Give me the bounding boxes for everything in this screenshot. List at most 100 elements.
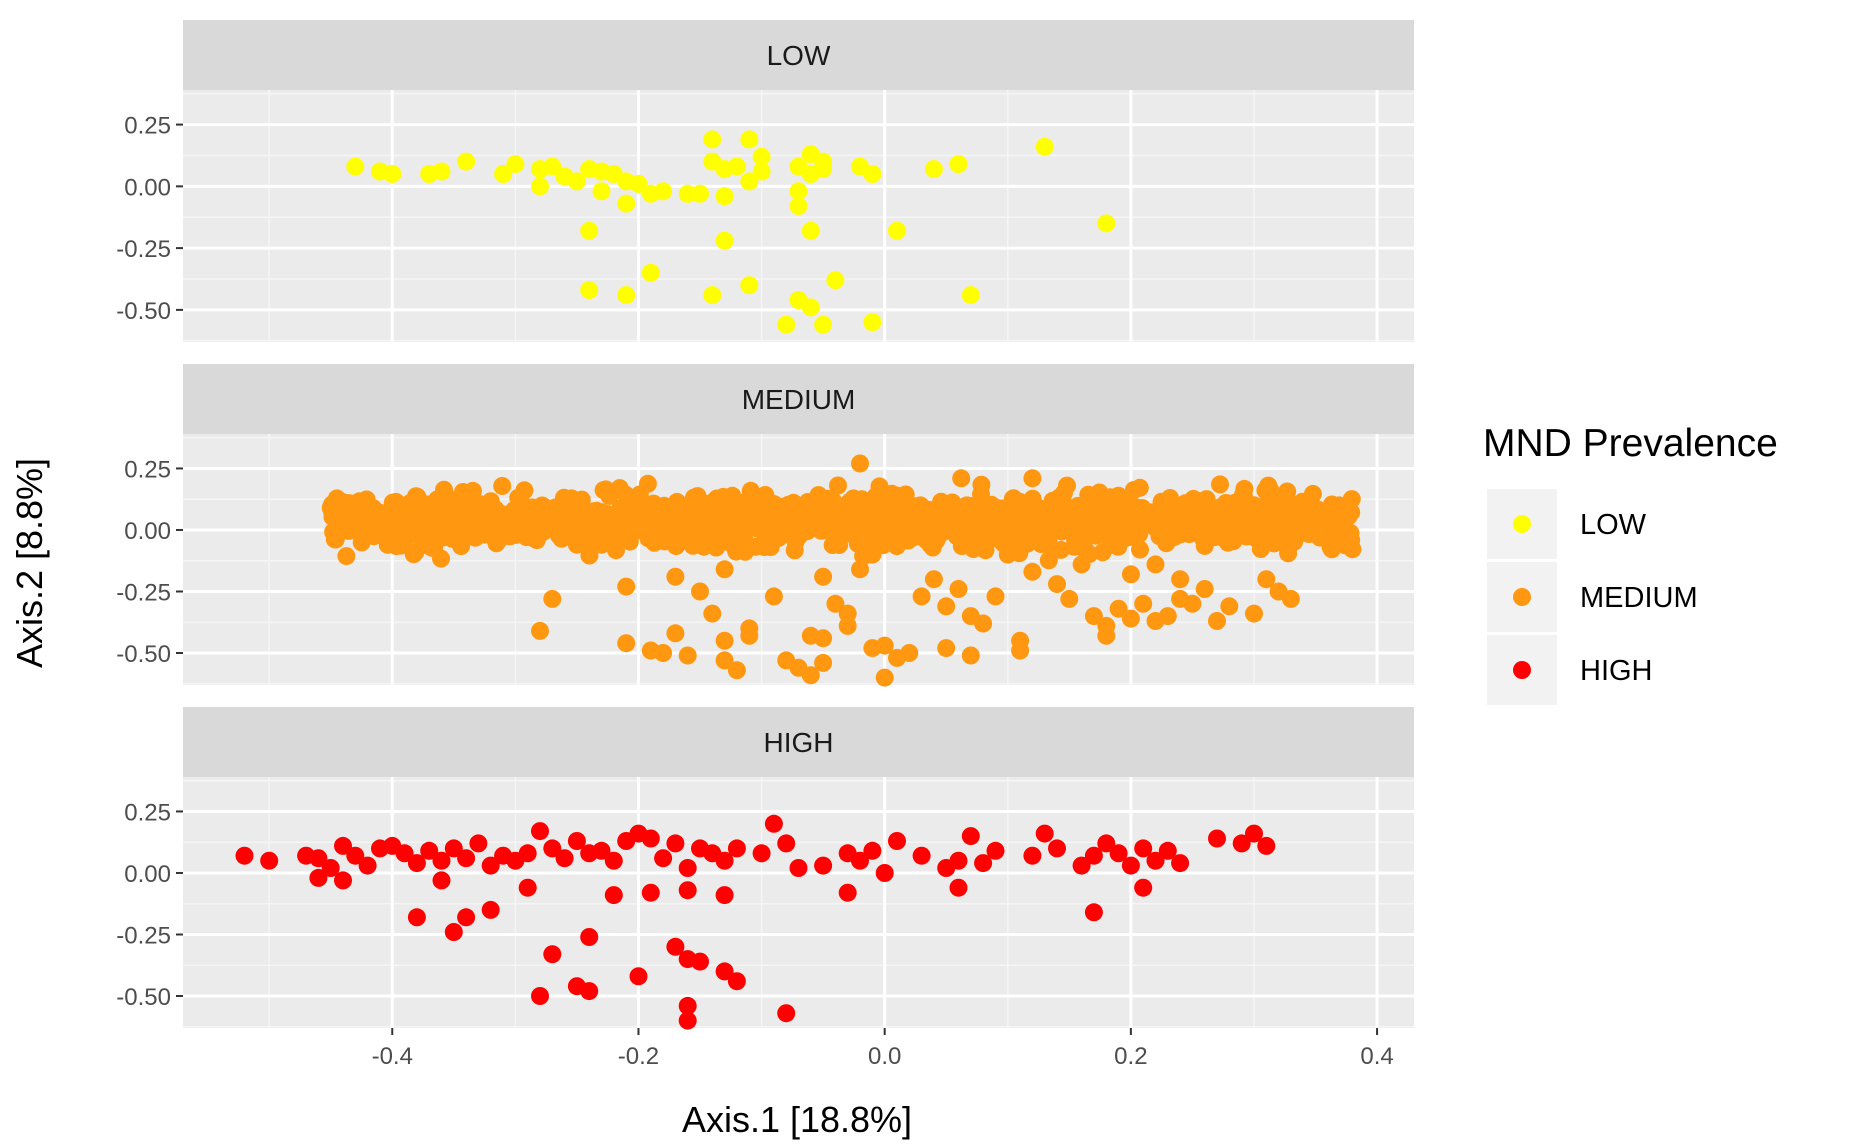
data-point xyxy=(337,547,356,566)
data-point xyxy=(1062,520,1080,539)
data-point xyxy=(814,315,833,334)
data-point xyxy=(506,155,525,174)
facet-strip xyxy=(183,20,1414,90)
data-point xyxy=(1084,846,1103,865)
data-point xyxy=(815,514,834,532)
data-point xyxy=(531,987,549,1005)
data-point xyxy=(863,313,882,332)
data-point xyxy=(687,528,706,547)
data-point xyxy=(967,507,986,526)
data-point xyxy=(761,538,780,557)
data-point xyxy=(727,661,746,680)
data-point xyxy=(777,1004,796,1023)
data-point xyxy=(407,908,426,927)
data-point xyxy=(334,501,352,520)
data-point xyxy=(952,469,971,488)
data-point xyxy=(1245,824,1263,843)
data-point xyxy=(678,996,697,1015)
data-point xyxy=(592,535,611,554)
data-point xyxy=(1084,607,1103,626)
data-point xyxy=(432,871,451,890)
data-point xyxy=(1131,540,1149,559)
data-point xyxy=(457,908,476,927)
data-point xyxy=(666,834,685,853)
points-high xyxy=(235,814,1276,1030)
data-point xyxy=(543,839,562,858)
data-point xyxy=(1023,846,1042,865)
data-point xyxy=(875,636,894,655)
data-point xyxy=(604,886,623,905)
data-point xyxy=(789,182,808,201)
legend-point xyxy=(1513,515,1531,533)
data-point xyxy=(1275,518,1294,537)
data-point xyxy=(666,624,685,643)
data-point xyxy=(721,534,740,553)
data-point xyxy=(1211,475,1229,494)
data-point xyxy=(1342,490,1361,509)
data-point xyxy=(666,937,685,956)
data-point xyxy=(422,538,441,557)
data-point xyxy=(801,298,820,317)
data-point xyxy=(1279,503,1298,521)
data-point xyxy=(695,508,714,527)
data-point xyxy=(543,945,562,964)
data-point xyxy=(518,878,537,897)
x-tick-label: 0.0 xyxy=(868,1043,901,1070)
data-point xyxy=(691,582,709,601)
data-point xyxy=(1121,856,1140,875)
data-point xyxy=(407,498,426,517)
data-point xyxy=(567,172,586,191)
panel-background xyxy=(183,777,1414,1028)
y-tick-label: -0.50 xyxy=(116,984,171,1011)
data-point xyxy=(1109,599,1128,618)
data-point xyxy=(896,517,915,536)
data-point xyxy=(1048,575,1066,594)
data-point xyxy=(444,923,463,941)
data-point xyxy=(838,604,857,623)
data-point xyxy=(1150,507,1169,526)
data-point xyxy=(1135,503,1154,522)
data-point xyxy=(999,509,1018,527)
data-point xyxy=(764,587,783,606)
data-point xyxy=(974,854,993,873)
data-point xyxy=(1176,494,1195,513)
legend: LOW MEDIUM HIGH xyxy=(1487,489,1698,705)
data-point xyxy=(420,841,439,860)
data-point xyxy=(1158,841,1177,860)
data-point xyxy=(789,197,808,216)
data-point xyxy=(1146,555,1165,574)
data-point xyxy=(664,516,683,535)
data-point xyxy=(715,962,734,981)
data-point xyxy=(358,856,377,875)
data-point xyxy=(887,537,906,556)
data-point xyxy=(838,883,857,902)
data-point xyxy=(949,580,968,598)
data-point xyxy=(960,524,979,543)
data-point xyxy=(406,543,425,562)
data-point xyxy=(1051,540,1070,559)
data-point xyxy=(1232,834,1251,853)
data-point xyxy=(442,525,461,543)
data-point xyxy=(937,639,956,658)
data-point xyxy=(814,856,833,875)
data-point xyxy=(346,157,365,176)
data-point xyxy=(752,162,771,181)
data-point xyxy=(801,221,820,240)
y-tick-label: -0.25 xyxy=(116,236,171,263)
data-point xyxy=(481,900,500,919)
data-point xyxy=(986,587,1005,606)
data-point xyxy=(888,486,907,505)
data-point xyxy=(678,184,697,203)
x-tick-label: 0.4 xyxy=(1360,1043,1393,1070)
data-point xyxy=(961,827,980,846)
data-point xyxy=(1190,493,1209,512)
data-point xyxy=(334,836,352,855)
data-point xyxy=(481,856,500,875)
data-point xyxy=(888,221,906,240)
data-point xyxy=(736,542,755,561)
data-point xyxy=(992,531,1011,550)
data-point xyxy=(814,160,833,179)
legend-item-medium: MEDIUM xyxy=(1487,562,1698,632)
data-point xyxy=(777,834,796,853)
data-point xyxy=(1011,641,1030,660)
